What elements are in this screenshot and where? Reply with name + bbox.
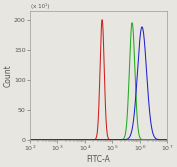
X-axis label: FITC-A: FITC-A bbox=[87, 154, 110, 163]
Y-axis label: Count: Count bbox=[4, 64, 12, 87]
Text: (x 10¹): (x 10¹) bbox=[31, 4, 50, 10]
